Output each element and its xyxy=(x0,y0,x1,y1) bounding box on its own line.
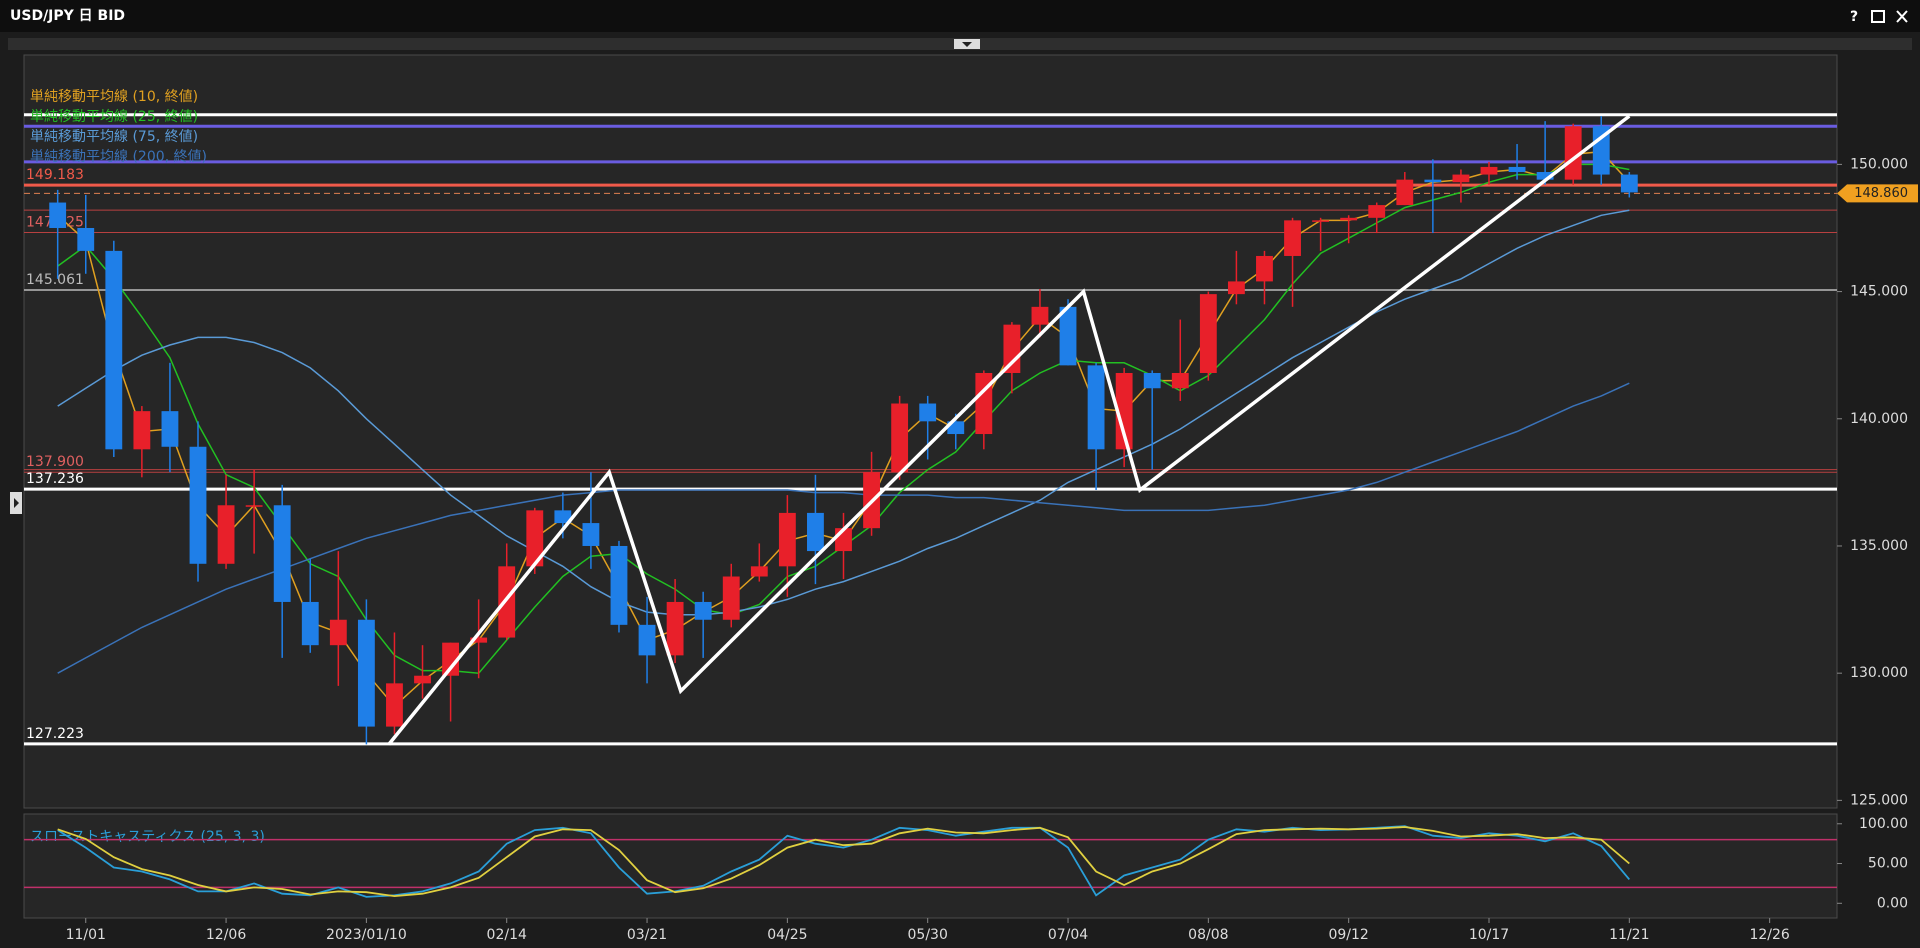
candle-body xyxy=(1059,306,1077,366)
x-tick-label: 2023/01/10 xyxy=(326,927,407,943)
last-price-tag xyxy=(1837,184,1918,203)
candle-body xyxy=(1592,126,1610,175)
candle-body xyxy=(1396,179,1414,206)
candle-body xyxy=(778,512,796,567)
candle-body xyxy=(1536,172,1554,180)
candle-body xyxy=(666,601,684,656)
candle-body xyxy=(357,619,375,727)
candle-body xyxy=(1115,372,1133,450)
level-label: 149.183 xyxy=(26,167,84,183)
candle-body xyxy=(161,411,179,447)
title-bar xyxy=(0,0,1920,32)
collapse-arrow xyxy=(962,42,972,47)
candle-body xyxy=(526,510,544,567)
legend-entry: 単純移動平均線 (10, 終値) xyxy=(30,89,198,105)
candle-body xyxy=(1480,166,1498,175)
candle-body xyxy=(1256,255,1273,282)
candle-body xyxy=(189,446,207,564)
candle-body xyxy=(498,566,516,638)
candle-body xyxy=(133,411,151,450)
candle-body xyxy=(1312,220,1330,222)
candle-body xyxy=(582,523,600,546)
candle-body xyxy=(273,505,291,602)
candle-body xyxy=(442,642,460,676)
x-tick-label: 04/25 xyxy=(767,927,807,943)
y-tick-label: 130.000 xyxy=(1850,665,1908,681)
candle-body xyxy=(1284,220,1301,256)
x-tick-label: 10/17 xyxy=(1469,927,1509,943)
x-tick-label: 12/26 xyxy=(1749,927,1789,943)
candle-body xyxy=(49,202,67,228)
level-label: 145.061 xyxy=(26,272,84,288)
x-tick-label: 05/30 xyxy=(908,927,948,943)
candle-body xyxy=(1003,324,1021,373)
candle-body xyxy=(722,576,740,620)
close-button[interactable] xyxy=(1896,10,1908,23)
candle-body xyxy=(301,601,319,646)
candle-body xyxy=(638,624,656,656)
candle-body xyxy=(217,505,235,564)
indicator-y-tick-label: 50.00 xyxy=(1868,856,1908,872)
candle-body xyxy=(807,512,824,552)
candle-body xyxy=(1340,217,1358,221)
level-label: 137.236 xyxy=(26,471,84,487)
maximize-button[interactable] xyxy=(1871,10,1885,23)
indicator-y-tick-label: 100.00 xyxy=(1859,816,1908,832)
x-tick-label: 12/06 xyxy=(206,927,246,943)
x-tick-label: 07/04 xyxy=(1048,927,1088,943)
candle-body xyxy=(1031,306,1049,325)
candle-body xyxy=(1087,365,1105,450)
last-price-label: 148.860 xyxy=(1854,186,1908,201)
x-tick-label: 11/01 xyxy=(66,927,106,943)
candle-body xyxy=(414,675,431,684)
candle-body xyxy=(1171,372,1189,389)
y-tick-label: 150.000 xyxy=(1850,156,1908,172)
candle-body xyxy=(1508,166,1526,173)
moving-average xyxy=(57,382,1630,674)
candle-body xyxy=(329,619,347,646)
legend-entry: 単純移動平均線 (200, 終値) xyxy=(30,149,207,165)
candle-body xyxy=(77,227,95,251)
x-tick-label: 09/12 xyxy=(1328,927,1368,943)
x-tick-label: 03/21 xyxy=(627,927,667,943)
price-panel xyxy=(23,54,1838,809)
candle-body xyxy=(245,505,263,507)
candle-body xyxy=(554,510,572,524)
candle-body xyxy=(610,545,628,625)
y-tick-label: 135.000 xyxy=(1850,538,1908,554)
candle-body xyxy=(1199,294,1217,373)
y-tick-label: 145.000 xyxy=(1850,284,1908,300)
indicator-y-tick-label: 0.00 xyxy=(1877,895,1908,911)
x-tick-label: 02/14 xyxy=(487,927,527,943)
level-label: 137.900 xyxy=(26,454,84,470)
stochastic-line xyxy=(57,826,1630,898)
candle-body xyxy=(1143,372,1161,389)
candle-body xyxy=(1620,174,1638,193)
level-label: 127.223 xyxy=(26,726,84,742)
candle-body xyxy=(750,566,768,577)
candle-body xyxy=(1564,126,1582,180)
candle-body xyxy=(919,403,937,422)
candle-body xyxy=(1368,205,1386,218)
trend-line xyxy=(387,114,1631,746)
candle-body xyxy=(1424,179,1442,183)
x-tick-label: 08/08 xyxy=(1188,927,1228,943)
candle-body xyxy=(694,601,712,620)
y-tick-label: 125.000 xyxy=(1850,792,1908,808)
candle-body xyxy=(1227,281,1245,295)
side-arrow xyxy=(14,498,19,508)
candle-body xyxy=(386,683,403,727)
legend-entry: 単純移動平均線 (75, 終値) xyxy=(30,129,198,145)
y-tick-label: 140.000 xyxy=(1850,411,1908,427)
candle-body xyxy=(105,250,123,450)
candle-body xyxy=(1452,174,1470,183)
legend-entry: 単純移動平均線 (25, 終値) xyxy=(30,109,198,125)
candle-body xyxy=(891,403,909,473)
help-button[interactable]: ? xyxy=(1850,9,1858,25)
candle-body xyxy=(470,637,488,643)
x-tick-label: 11/21 xyxy=(1609,927,1649,943)
window-title: USD/JPY 日 BID xyxy=(10,8,125,24)
